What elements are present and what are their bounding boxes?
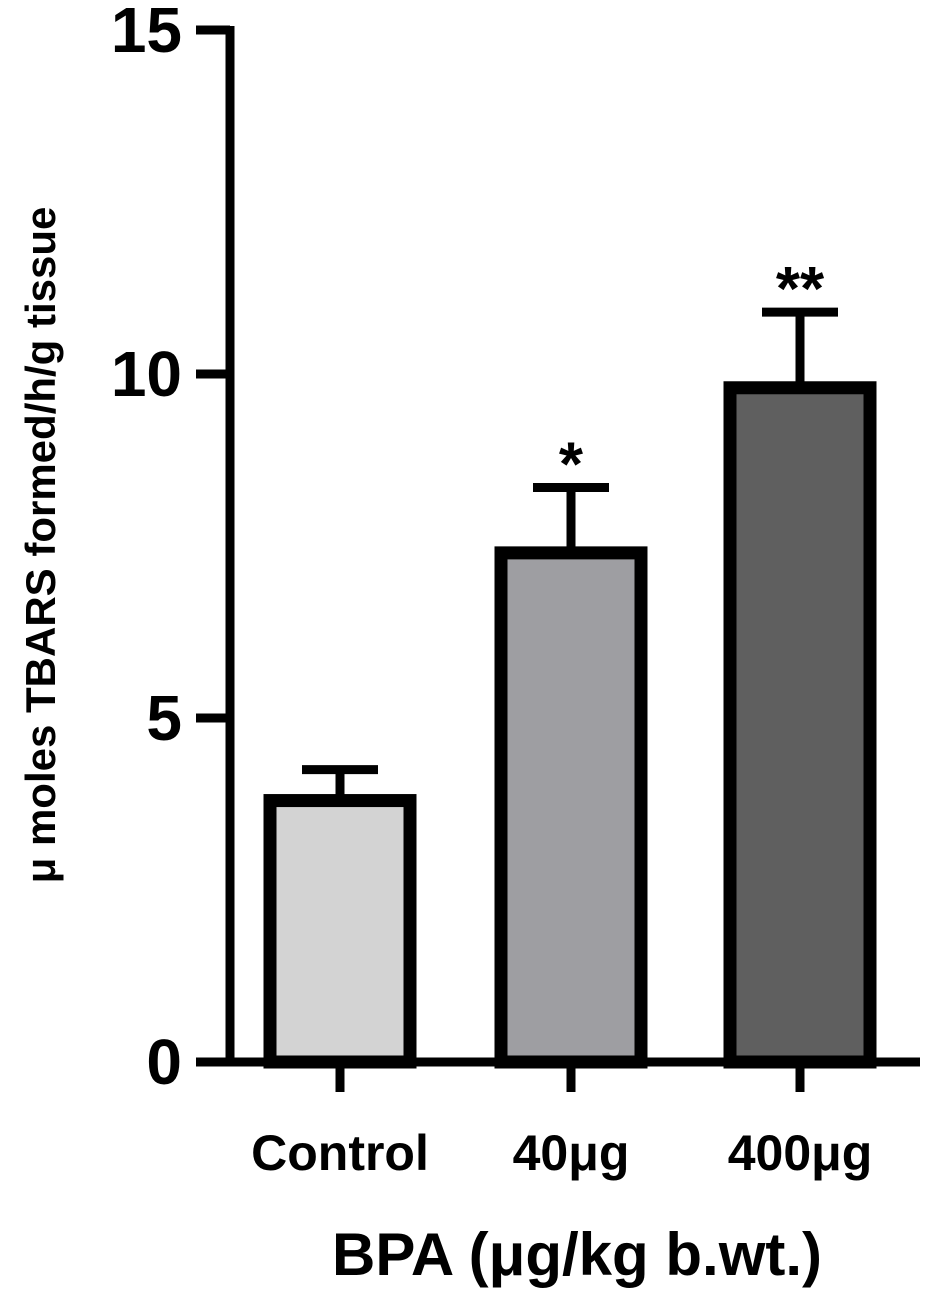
bar — [263, 794, 417, 1069]
x-tick-label: 400μg — [728, 1125, 873, 1181]
x-tick-label: Control — [251, 1125, 429, 1181]
bar — [723, 381, 877, 1069]
y-tick-label: 10 — [111, 338, 182, 410]
y-axis: 0 5 10 15 — [111, 0, 235, 1098]
significance-marker: ** — [776, 255, 825, 324]
bars: *** — [263, 255, 877, 1069]
y-axis-title: μ moles TBARS formed/h/g tissue — [17, 207, 64, 884]
y-tick-label: 5 — [146, 682, 182, 754]
bar — [494, 546, 648, 1069]
significance-marker: * — [559, 431, 584, 500]
y-tick-label: 0 — [146, 1026, 182, 1098]
y-tick-label: 15 — [111, 0, 182, 66]
x-tick-label: 40μg — [513, 1125, 630, 1181]
x-axis-title: BPA (μg/kg b.wt.) — [332, 1221, 822, 1288]
x-axis: Control 40μg 400μg — [196, 1057, 920, 1181]
